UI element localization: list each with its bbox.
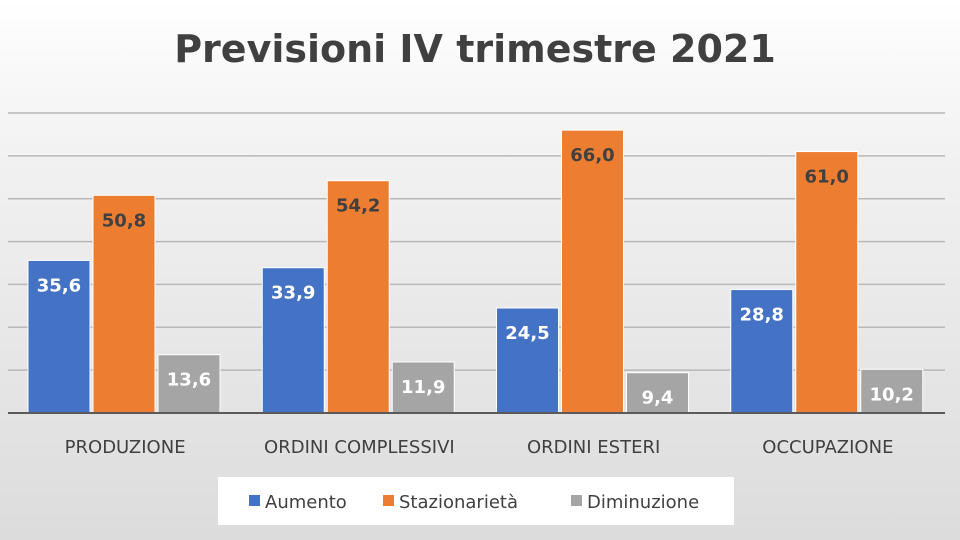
category-label: ORDINI COMPLESSIVI [264, 437, 455, 458]
data-label: 61,0 [805, 167, 849, 188]
chart-title: Previsioni IV trimestre 2021 [174, 27, 776, 71]
bar [391, 361, 455, 414]
category-label: PRODUZIONE [65, 437, 186, 458]
data-label: 10,2 [870, 384, 914, 405]
legend: Aumento Stazionarietà Diminuzione [218, 477, 734, 525]
category-labels: PRODUZIONE ORDINI COMPLESSIVI ORDINI ESTER… [65, 437, 894, 458]
legend-box [218, 477, 734, 525]
bar [157, 354, 221, 414]
bar [561, 129, 624, 414]
bar [496, 307, 559, 414]
legend-label: Diminuzione [587, 492, 699, 513]
bar [795, 151, 859, 414]
data-label: 54,2 [336, 196, 380, 217]
legend-label: Aumento [265, 492, 347, 513]
data-label: 66,0 [570, 145, 614, 166]
gridlines [8, 112, 945, 371]
data-label: 13,6 [167, 370, 211, 391]
legend-swatch [249, 495, 260, 506]
data-label: 11,9 [401, 377, 445, 398]
data-label: 24,5 [505, 323, 549, 344]
bar [730, 289, 794, 414]
legend-swatch [571, 495, 582, 506]
legend-label: Stazionarietà [399, 492, 518, 513]
bars [27, 129, 924, 414]
data-label: 28,8 [740, 305, 784, 326]
data-label: 35,6 [37, 275, 81, 296]
bar [326, 180, 390, 414]
data-label: 9,4 [642, 388, 674, 409]
category-label: ORDINI ESTERI [527, 437, 660, 458]
data-labels: 35,6 50,8 13,6 33,9 54,2 11,9 24,5 66,0 9,4 28,8 6… [37, 145, 914, 409]
bar [860, 368, 924, 414]
bar [261, 267, 325, 414]
data-label: 50,8 [102, 210, 146, 231]
data-label: 33,9 [271, 283, 315, 304]
category-label: OCCUPAZIONE [762, 437, 893, 458]
legend-swatch [383, 495, 394, 506]
bar [92, 194, 156, 414]
